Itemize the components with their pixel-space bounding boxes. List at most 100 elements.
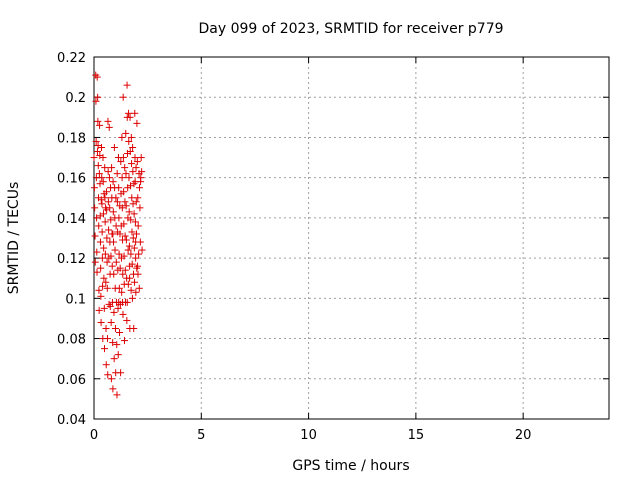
data-point: [94, 93, 102, 101]
data-point: [119, 310, 127, 318]
data-point: [104, 198, 112, 206]
data-point: [101, 250, 109, 258]
data-point: [104, 168, 112, 176]
data-point: [127, 250, 135, 258]
data-point: [134, 270, 142, 278]
data-point: [127, 133, 135, 141]
data-point: [119, 154, 127, 162]
data-point: [113, 198, 121, 206]
data-point: [101, 345, 109, 353]
data-point: [131, 218, 139, 226]
data-point: [93, 73, 101, 81]
data-point: [98, 200, 106, 208]
data-point: [122, 236, 130, 244]
data-point: [98, 144, 106, 151]
data-point: [132, 164, 140, 172]
y-tick-label: 0.04: [57, 413, 86, 428]
data-point: [128, 294, 136, 302]
data-point: [109, 339, 117, 347]
data-point: [104, 335, 112, 343]
data-point: [104, 117, 112, 125]
data-point: [95, 286, 103, 294]
data-point: [98, 174, 106, 182]
data-point: [125, 242, 133, 250]
data-point: [91, 204, 99, 212]
data-point: [114, 351, 122, 359]
data-point: [90, 154, 98, 162]
data-point: [136, 204, 144, 212]
data-point: [99, 210, 107, 218]
data-point: [104, 371, 112, 379]
data-point: [110, 144, 118, 151]
data-point: [96, 121, 104, 129]
data-point: [107, 375, 115, 383]
data-point: [91, 258, 99, 266]
data-point: [109, 178, 117, 186]
data-point: [117, 158, 125, 166]
data-point: [125, 208, 133, 216]
data-point: [95, 170, 103, 178]
y-tick-label: 0.22: [57, 51, 86, 66]
data-point: [121, 266, 129, 274]
y-tick-label: 0.2: [65, 91, 86, 106]
data-point: [94, 162, 102, 170]
data-point: [108, 262, 116, 270]
data-point: [112, 194, 120, 202]
y-tick-label: 0.18: [57, 131, 86, 146]
data-point: [94, 117, 102, 125]
grid-lines: [94, 57, 609, 419]
data-point: [102, 278, 110, 286]
x-tick-label: 5: [197, 428, 205, 443]
data-point: [98, 228, 106, 236]
data-point: [97, 264, 105, 272]
data-point: [96, 238, 104, 246]
data-point: [134, 194, 142, 202]
data-point: [118, 133, 126, 141]
data-point: [129, 168, 137, 176]
data-point: [116, 264, 124, 272]
data-point: [95, 306, 103, 314]
data-point: [99, 178, 107, 186]
data-point: [108, 164, 116, 172]
data-point: [118, 174, 126, 182]
data-point: [109, 385, 117, 393]
data-point: [118, 204, 126, 212]
data-point: [98, 254, 106, 262]
data-point: [122, 202, 130, 210]
data-point: [90, 184, 98, 192]
data-point: [106, 302, 114, 310]
data-point: [100, 274, 108, 282]
data-point: [103, 234, 111, 242]
data-point: [126, 262, 134, 270]
x-tick-label: 15: [408, 428, 425, 443]
y-tick-label: 0.06: [57, 373, 86, 388]
data-point: [119, 270, 127, 278]
data-points: [90, 71, 146, 399]
data-point: [100, 190, 108, 198]
data-point: [127, 216, 135, 224]
data-point: [132, 238, 140, 246]
data-point: [137, 178, 145, 186]
data-point: [115, 250, 123, 258]
data-point: [120, 220, 128, 228]
x-tick-label: 0: [90, 428, 98, 443]
data-point: [138, 246, 146, 254]
data-point: [128, 194, 136, 202]
data-point: [115, 184, 123, 192]
data-point: [127, 286, 135, 294]
data-point: [97, 196, 105, 204]
data-point: [100, 304, 108, 312]
data-point: [125, 174, 133, 182]
data-point: [134, 222, 142, 230]
data-point: [115, 214, 123, 222]
data-point: [110, 270, 118, 278]
data-point: [101, 194, 109, 202]
data-point: [126, 113, 134, 121]
x-tick-label: 20: [515, 428, 532, 443]
data-point: [121, 164, 129, 172]
data-point: [105, 226, 113, 234]
data-point: [114, 304, 122, 312]
data-point: [110, 355, 118, 363]
chart-title: Day 099 of 2023, SRMTID for receiver p77…: [198, 21, 503, 37]
